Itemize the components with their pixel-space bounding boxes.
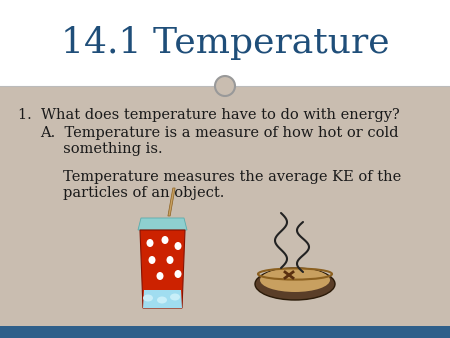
Text: something is.: something is.	[40, 142, 162, 156]
Ellipse shape	[157, 296, 167, 304]
Polygon shape	[0, 0, 450, 86]
Ellipse shape	[260, 268, 330, 292]
Polygon shape	[140, 230, 185, 308]
Polygon shape	[168, 188, 175, 216]
Text: particles of an object.: particles of an object.	[40, 186, 225, 200]
Text: 1.  What does temperature have to do with energy?: 1. What does temperature have to do with…	[18, 108, 400, 122]
Polygon shape	[143, 290, 182, 308]
Ellipse shape	[170, 293, 180, 300]
Polygon shape	[138, 218, 187, 230]
Ellipse shape	[147, 239, 153, 247]
Text: Temperature measures the average KE of the: Temperature measures the average KE of t…	[40, 170, 401, 184]
Ellipse shape	[148, 256, 156, 264]
Ellipse shape	[143, 294, 153, 301]
Ellipse shape	[157, 272, 163, 280]
Ellipse shape	[175, 270, 181, 278]
Text: 14.1 Temperature: 14.1 Temperature	[61, 26, 389, 60]
Ellipse shape	[175, 242, 181, 250]
Text: A.  Temperature is a measure of how hot or cold: A. Temperature is a measure of how hot o…	[40, 126, 399, 140]
Ellipse shape	[166, 256, 174, 264]
Circle shape	[215, 76, 235, 96]
Ellipse shape	[255, 268, 335, 300]
Ellipse shape	[162, 236, 168, 244]
Polygon shape	[0, 326, 450, 338]
